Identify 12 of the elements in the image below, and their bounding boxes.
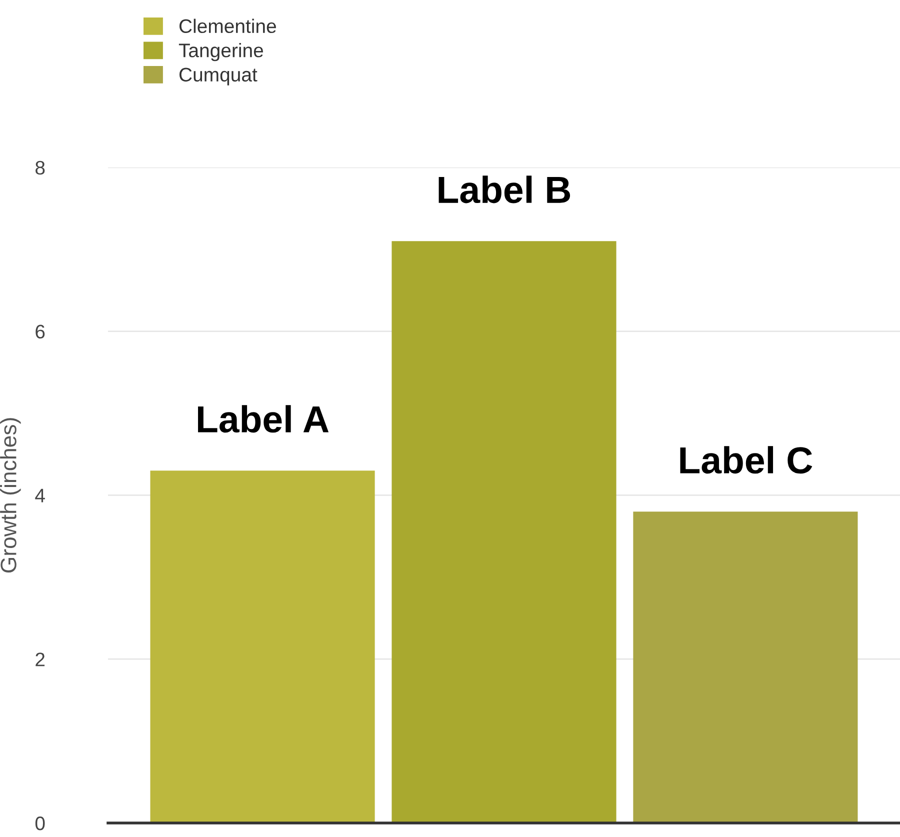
y-tick-label: 4: [35, 488, 45, 502]
legend-label: Cumquat: [179, 68, 258, 86]
x-tick-label: Label A: [198, 405, 329, 433]
y-tick-label: 6: [36, 324, 45, 339]
y-tick-label: 2: [36, 652, 45, 666]
y-tick-label: 8: [36, 160, 45, 175]
x-tick-label: Label B: [438, 176, 570, 204]
y-axis-title: Growth (inches): [0, 418, 21, 573]
legend-label: Clementine: [179, 18, 276, 34]
x-tick-label: Label C: [680, 446, 812, 474]
legend-label: Tangerine: [178, 43, 264, 62]
y-tick-label: 0: [35, 816, 45, 830]
